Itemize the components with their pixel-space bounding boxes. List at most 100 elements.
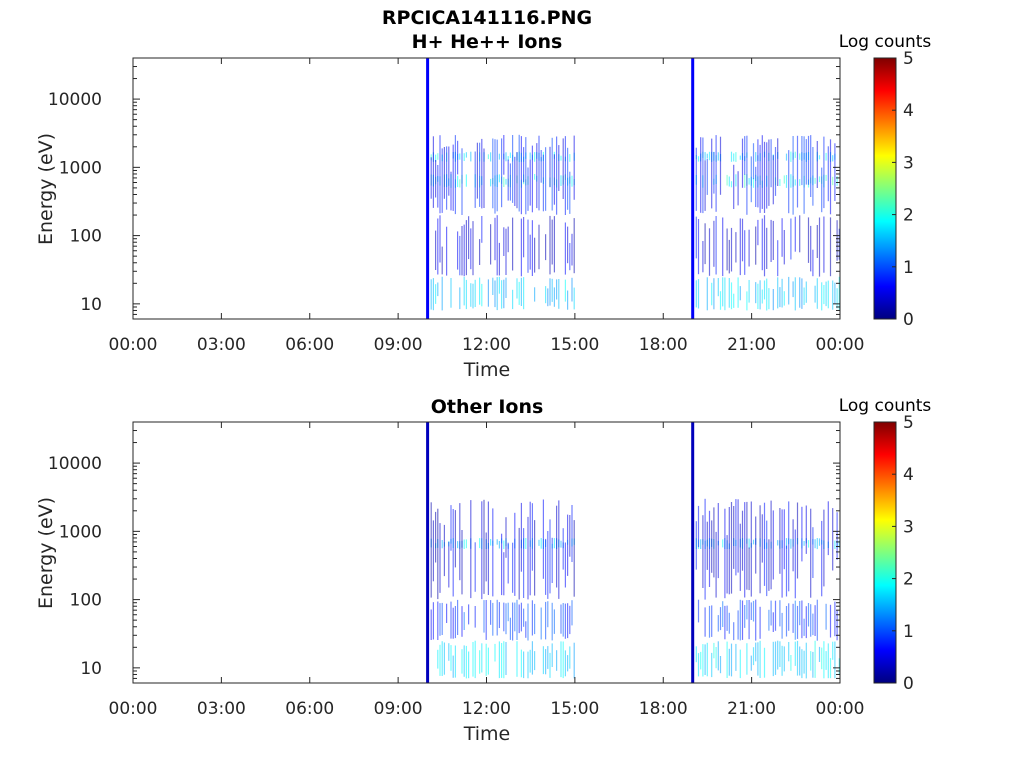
heatmap-cell (483, 499, 485, 594)
heatmap-cell (468, 651, 470, 679)
x-tick-label: 09:00 (374, 335, 423, 355)
heatmap-cell (770, 139, 772, 188)
heatmap-cell (726, 174, 728, 186)
heatmap-cell (560, 641, 562, 678)
heatmap-cell (724, 508, 726, 599)
heatmap-cell (529, 159, 531, 206)
heatmap-cell (479, 142, 481, 207)
heatmap-cell (496, 139, 498, 212)
figure-title: RPCICA141116.PNG (382, 7, 592, 29)
heatmap-cell (505, 152, 507, 162)
heatmap-cell (759, 505, 761, 594)
heatmap-cell (503, 552, 505, 596)
heatmap-cell (479, 650, 481, 674)
heatmap-cell (801, 136, 803, 186)
spike-column (426, 422, 430, 683)
heatmap-cell (463, 224, 465, 277)
heatmap-cell (474, 542, 476, 592)
heatmap-cell (746, 501, 748, 590)
heatmap-cell (772, 510, 774, 580)
heatmap-cell (461, 530, 463, 595)
heatmap-cell (821, 520, 823, 597)
heatmap-cell (717, 615, 719, 632)
heatmap-cell (768, 288, 770, 310)
heatmap-cell (470, 151, 472, 162)
heatmap-cell (779, 600, 781, 627)
heatmap-cell (700, 137, 702, 213)
heatmap-cell (523, 528, 525, 598)
heatmap-cell (551, 219, 553, 265)
heatmap-cell (531, 600, 533, 636)
heatmap-cell (569, 171, 571, 214)
heatmap-cell (790, 174, 792, 188)
heatmap-cell (708, 228, 711, 276)
heatmap-cell (737, 171, 739, 206)
heatmap-cell (761, 218, 763, 271)
heatmap-cell (529, 649, 531, 673)
heatmap-cell (713, 151, 715, 194)
heatmap-cell (814, 640, 816, 678)
y-tick-label: 1000 (59, 522, 102, 542)
heatmap-cell (441, 246, 443, 275)
heatmap-cell (441, 148, 443, 213)
heatmap-cell (542, 499, 544, 579)
heatmap-cell (549, 519, 551, 594)
heatmap-cell (481, 501, 483, 600)
heatmap-cell (573, 218, 575, 274)
heatmap-cell (492, 602, 494, 636)
heatmap-cell (439, 523, 441, 593)
heatmap-cell (435, 284, 437, 304)
heatmap-cell (812, 527, 814, 578)
x-tick-label: 00:00 (109, 699, 158, 719)
heatmap-cell (805, 505, 807, 554)
heatmap-cell (829, 217, 832, 277)
heatmap-cell (763, 280, 766, 300)
heatmap-cell (501, 138, 503, 208)
heatmap-cell (549, 146, 551, 188)
heatmap-cell (542, 646, 544, 675)
heatmap-cell (792, 136, 794, 215)
heatmap-cell (816, 225, 818, 258)
heatmap-cell (538, 539, 540, 546)
heatmap-cell (492, 508, 494, 597)
y-tick-label: 1000 (59, 158, 102, 178)
heatmap-cell (781, 278, 783, 308)
heatmap-cell (538, 224, 540, 270)
heatmap-cell (481, 643, 483, 673)
heatmap-cell (450, 645, 452, 671)
heatmap-cell (755, 282, 757, 304)
heatmap-cell (799, 179, 801, 186)
heatmap-cell (779, 179, 781, 186)
heatmap-cell (459, 235, 461, 276)
heatmap-cell (702, 644, 704, 677)
heatmap-cell (741, 510, 744, 571)
heatmap-cell (437, 508, 439, 600)
heatmap-cell (562, 138, 564, 199)
heatmap-cell (531, 220, 533, 276)
heatmap-cell (516, 599, 518, 640)
heatmap-cell (545, 649, 547, 675)
heatmap-cell (706, 158, 708, 195)
heatmap-cell (766, 520, 768, 597)
heatmap-cell (807, 540, 810, 548)
heatmap-cell (724, 277, 726, 311)
spike-column (426, 58, 430, 319)
heatmap-cell (498, 641, 500, 679)
heatmap-cell (512, 542, 514, 593)
x-tick-label: 18:00 (639, 699, 688, 719)
colorbar-gradient (873, 421, 897, 684)
heatmap-cell (512, 135, 514, 203)
heatmap-cell (735, 499, 737, 576)
heatmap-cell (794, 277, 796, 311)
heatmap-cell (476, 142, 478, 199)
heatmap-cell (763, 502, 766, 586)
heatmap-cell (735, 643, 737, 671)
heatmap-cell (441, 276, 443, 311)
heatmap-cell (551, 643, 553, 667)
x-tick-label: 00:00 (816, 699, 865, 719)
heatmap-cell (752, 539, 755, 545)
heatmap-cell (832, 176, 834, 186)
heatmap-cell (435, 154, 437, 162)
heatmap-cell (735, 232, 737, 263)
heatmap-cell (523, 651, 525, 679)
